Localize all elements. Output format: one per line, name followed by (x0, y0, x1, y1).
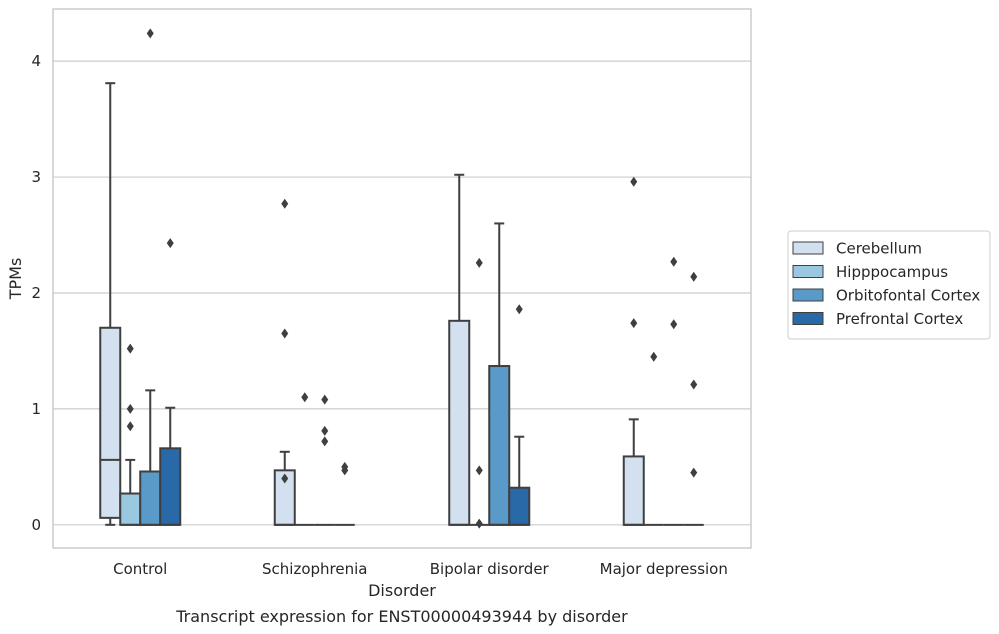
y-tick-label: 4 (31, 52, 41, 70)
outlier-point (146, 28, 154, 39)
outlier-point (670, 319, 678, 330)
box-body (508, 486, 531, 526)
box-prefrontal-cortex (683, 271, 704, 526)
box-body (139, 470, 162, 526)
outlier-point (166, 238, 174, 249)
box-body (622, 455, 645, 526)
box-hipppocampus (643, 351, 664, 526)
grid-lines (53, 60, 751, 526)
outlier-point (281, 198, 289, 209)
box-body (488, 365, 511, 526)
y-tick-label: 3 (31, 168, 41, 186)
outlier-point (126, 421, 134, 432)
legend-frame (787, 230, 991, 340)
outlier-point (475, 518, 483, 529)
chart-caption: Transcript expression for ENST0000049394… (175, 607, 628, 626)
legend-label: Prefrontal Cortex (836, 310, 963, 328)
outlier-point (475, 257, 483, 268)
outlier-point (630, 176, 638, 187)
legend: Cerebellum Hipppocampus Orbitofontal Corte… (787, 230, 991, 340)
legend-label: Cerebellum (836, 240, 922, 258)
y-tick-label: 1 (31, 400, 41, 418)
legend-swatch (792, 288, 824, 302)
x-tick-labels: Control Schizophrenia Bipolar disorder Majo… (113, 560, 728, 578)
x-tick-label: Control (113, 560, 167, 578)
legend-swatch (792, 265, 824, 278)
box-orbitofontal-cortex (663, 256, 684, 526)
legend-label: Orbitofontal Cortex (836, 287, 980, 305)
legend-label: Hipppocampus (836, 263, 948, 281)
box-cerebellum (99, 82, 122, 526)
box-hipppocampus (294, 392, 315, 526)
box-orbitofontal-cortex (314, 394, 335, 526)
outlier-point (690, 379, 698, 390)
box-cerebellum (448, 173, 471, 526)
outlier-point (126, 403, 134, 414)
y-tick-label: 2 (31, 284, 41, 302)
legend-items: Cerebellum Hipppocampus Orbitofontal Corte… (792, 240, 980, 328)
outlier-point (475, 465, 483, 476)
x-tick-label: Major depression (600, 560, 728, 578)
outlier-point (630, 318, 638, 329)
box-body (159, 447, 182, 526)
outlier-point (341, 465, 349, 476)
box-prefrontal-cortex (508, 304, 531, 526)
outlier-point (321, 394, 329, 405)
box-orbitofontal-cortex (488, 222, 511, 526)
outlier-point (281, 328, 289, 339)
box-prefrontal-cortex (159, 238, 182, 526)
y-tick-label: 0 (31, 516, 41, 534)
box-hipppocampus (469, 257, 490, 529)
x-tick-label: Bipolar disorder (430, 560, 550, 578)
x-axis-label: Disorder (368, 581, 436, 600)
outlier-point (321, 425, 329, 436)
legend-swatch (792, 241, 824, 255)
y-axis-label: TPMs (6, 258, 25, 301)
box-cerebellum (273, 198, 296, 526)
y-tick-labels: 0 1 2 3 4 (31, 52, 41, 534)
outlier-point (690, 467, 698, 478)
box-prefrontal-cortex (334, 461, 355, 526)
outlier-point (281, 473, 289, 484)
outlier-point (301, 392, 309, 403)
outlier-point (670, 256, 678, 267)
plot-marks (99, 28, 704, 529)
box-body (119, 492, 142, 526)
outlier-point (321, 436, 329, 447)
outlier-point (650, 351, 658, 362)
outlier-point (515, 304, 523, 315)
legend-swatch (792, 312, 824, 325)
box-cerebellum (622, 176, 645, 526)
plot-frame (52, 8, 752, 549)
outlier-point (690, 271, 698, 282)
box-hipppocampus (119, 343, 142, 526)
box-body (99, 326, 122, 519)
box-body (448, 319, 471, 526)
outlier-point (126, 343, 134, 354)
box-orbitofontal-cortex (139, 28, 162, 526)
x-tick-label: Schizophrenia (262, 560, 367, 578)
